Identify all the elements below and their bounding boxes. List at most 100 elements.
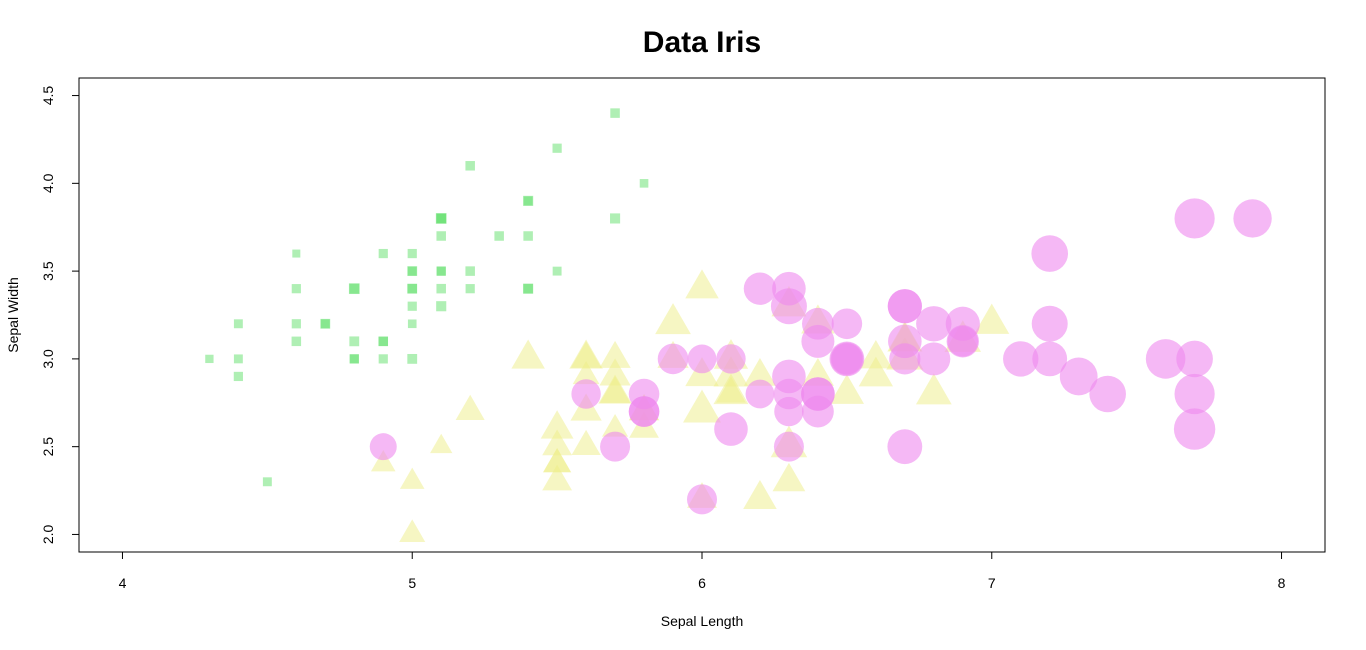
data-point-circle: [801, 377, 835, 411]
data-point-square: [494, 231, 504, 241]
circle-series: [369, 198, 1272, 515]
data-point-circle: [1145, 339, 1186, 379]
data-point-triangle: [743, 357, 776, 386]
data-point-square: [610, 108, 620, 118]
x-tick-label: 8: [1278, 575, 1286, 591]
data-point-square: [523, 196, 533, 206]
x-axis-title: Sepal Length: [661, 613, 744, 629]
data-point-square: [610, 213, 621, 224]
data-point-square: [436, 266, 446, 276]
data-point-square: [320, 318, 331, 329]
data-point-triangle: [743, 479, 777, 510]
data-point-square: [291, 336, 302, 347]
x-tick-label: 4: [119, 575, 127, 591]
data-point-triangle: [655, 303, 691, 335]
data-point-square: [407, 319, 417, 329]
y-tick-label: 3.5: [40, 261, 56, 281]
data-point-circle: [773, 378, 805, 410]
data-point-triangle: [543, 448, 571, 473]
data-point-square: [436, 301, 447, 312]
data-point-square: [407, 283, 418, 294]
data-point-square: [436, 283, 446, 294]
data-point-triangle: [772, 462, 806, 492]
data-point-square: [233, 354, 243, 364]
data-point-circle: [1233, 199, 1272, 238]
data-point-triangle: [685, 269, 719, 299]
data-point-square: [292, 249, 301, 258]
data-point-square: [233, 371, 243, 382]
data-point-square: [465, 161, 475, 171]
data-point-triangle: [540, 410, 574, 439]
data-point-circle: [947, 326, 979, 357]
data-point-triangle: [542, 464, 573, 491]
data-point-square: [552, 266, 562, 276]
data-point-triangle: [599, 340, 631, 368]
data-point-triangle: [859, 339, 893, 369]
data-point-circle: [716, 344, 746, 374]
data-point-triangle: [858, 356, 893, 387]
data-point-triangle: [713, 373, 749, 405]
data-point-triangle: [430, 433, 453, 454]
data-point-circle: [889, 343, 921, 375]
data-point-square: [349, 354, 359, 364]
data-point-circle: [687, 344, 717, 374]
data-point-triangle: [455, 394, 485, 420]
data-point-square: [348, 283, 360, 295]
data-point-triangle: [511, 339, 545, 369]
data-point-circle: [773, 431, 804, 462]
data-point-square: [378, 354, 388, 364]
data-point-triangle: [571, 429, 601, 456]
data-point-square: [233, 319, 243, 329]
points-layer: [205, 108, 1272, 542]
data-point-circle: [801, 324, 835, 358]
y-tick-label: 4.5: [40, 86, 56, 106]
y-tick-label: 2.5: [40, 437, 56, 457]
x-tick-label: 5: [408, 575, 416, 591]
y-tick-label: 3.0: [40, 349, 56, 369]
data-point-circle: [628, 396, 660, 427]
data-point-circle: [600, 431, 631, 462]
y-axis: 2.0 2.5 3.0 3.5 4.0 4.5: [40, 86, 80, 545]
data-point-square: [639, 179, 649, 188]
data-point-circle: [831, 308, 863, 340]
x-axis: 4 5 6 7 8: [119, 551, 1286, 591]
data-point-square: [436, 231, 446, 241]
data-point-circle: [1003, 341, 1039, 377]
data-point-circle: [657, 343, 689, 375]
data-point-circle: [571, 379, 601, 409]
data-point-circle: [743, 272, 777, 305]
data-point-circle: [916, 306, 952, 342]
data-point-triangle: [599, 358, 631, 386]
data-point-circle: [1089, 375, 1126, 413]
data-point-circle: [772, 271, 806, 306]
data-point-square: [378, 248, 388, 259]
x-tick-label: 6: [698, 575, 706, 591]
data-point-square: [291, 284, 301, 294]
data-point-triangle: [542, 429, 573, 456]
data-point-triangle: [829, 374, 865, 404]
data-point-square: [407, 248, 417, 259]
data-point-square: [262, 477, 272, 487]
data-point-circle: [745, 379, 775, 409]
data-point-square: [523, 231, 533, 241]
data-point-triangle: [801, 357, 834, 386]
data-point-square: [436, 213, 447, 224]
data-point-triangle: [370, 450, 396, 472]
square-series: [205, 108, 649, 487]
data-point-triangle: [399, 519, 426, 542]
data-point-square: [407, 301, 417, 311]
data-point-square: [407, 353, 418, 364]
y-tick-label: 2.0: [40, 525, 56, 545]
data-point-circle: [887, 429, 923, 465]
data-point-square: [523, 283, 533, 294]
data-point-triangle: [683, 389, 721, 423]
data-point-circle: [1031, 235, 1069, 272]
y-tick-label: 4.0: [40, 173, 56, 193]
data-point-square: [465, 284, 475, 294]
data-point-triangle: [570, 341, 602, 368]
data-point-circle: [1032, 341, 1068, 377]
data-point-circle: [917, 342, 951, 376]
data-point-square: [407, 266, 418, 277]
data-point-circle: [369, 433, 397, 461]
